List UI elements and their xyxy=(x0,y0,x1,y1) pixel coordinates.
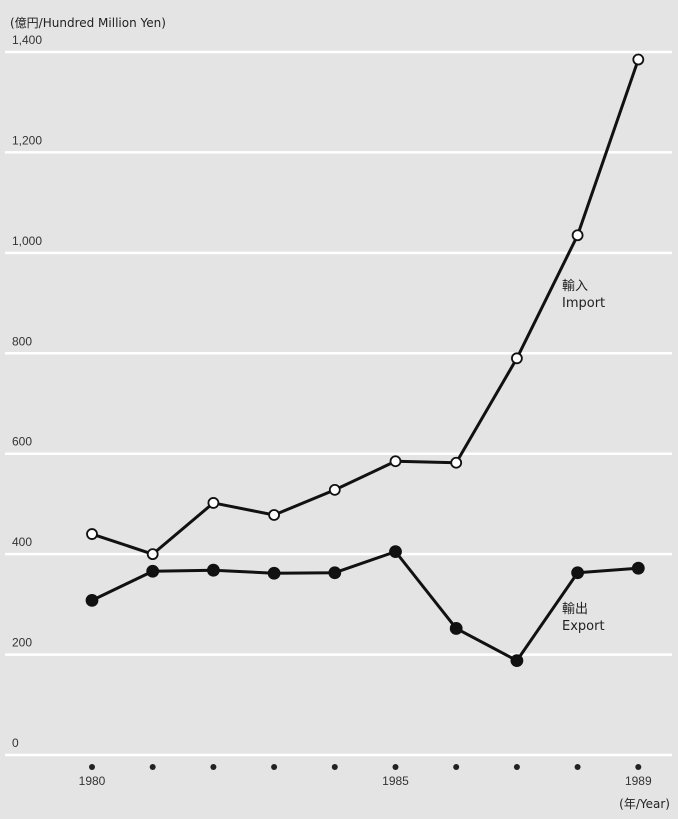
export-point-1983 xyxy=(267,566,281,580)
import-point-1985 xyxy=(389,455,402,468)
y-tick-label-1000: 1,000 xyxy=(12,234,42,248)
export-point-1985 xyxy=(389,545,402,559)
y-tick-label-200: 200 xyxy=(12,636,32,650)
y-axis-unit-label: (億円/Hundred Million Yen) xyxy=(10,16,166,30)
series-lines xyxy=(85,53,645,667)
x-tick-mark-1984 xyxy=(331,764,338,770)
import-point-1989 xyxy=(632,53,645,66)
x-axis-unit-label: (年/Year) xyxy=(619,797,670,811)
export-point-1980 xyxy=(85,593,99,607)
import-point-1980 xyxy=(86,528,98,540)
y-tick-label-1200: 1,200 xyxy=(12,133,42,147)
import-point-1984 xyxy=(328,483,341,496)
x-tick-mark-1989 xyxy=(635,764,642,770)
x-tick-label-1989: 1989 xyxy=(625,774,652,788)
import-point-1982 xyxy=(207,497,220,509)
x-axis-ticks: 1980 1985 1989 xyxy=(79,764,652,788)
y-tick-label-600: 600 xyxy=(12,435,32,449)
export-point-1981 xyxy=(146,564,160,578)
y-tick-label-1400: 1,400 xyxy=(12,33,42,47)
y-tick-label-400: 400 xyxy=(12,535,32,549)
y-tick-label-800: 800 xyxy=(12,334,32,348)
x-tick-mark-1985 xyxy=(392,764,399,770)
x-tick-mark-1980 xyxy=(89,764,95,770)
import-point-1986 xyxy=(450,456,463,469)
y-axis-ticks: 0 200 400 600 800 1,000 1,200 1,400 xyxy=(12,33,42,750)
x-tick-mark-1987 xyxy=(513,764,520,770)
export-point-1984 xyxy=(328,566,342,580)
x-tick-label-1980: 1980 xyxy=(79,774,106,788)
x-tick-mark-1982 xyxy=(210,764,217,770)
import-point-1981 xyxy=(146,548,159,561)
x-tick-mark-1986 xyxy=(453,764,460,770)
export-point-1986 xyxy=(449,622,463,635)
import-point-1983 xyxy=(268,509,281,521)
export-point-1989 xyxy=(631,561,645,575)
export-point-1987 xyxy=(510,654,524,667)
x-tick-mark-1988 xyxy=(574,764,581,770)
grid-lines xyxy=(5,50,672,757)
import-point-1988 xyxy=(571,229,584,242)
import-series-label: Import xyxy=(562,296,605,311)
import-series-line xyxy=(91,59,640,556)
export-series-label-jp: 輸出 xyxy=(562,602,588,617)
export-point-1982 xyxy=(206,563,220,577)
x-tick-mark-1983 xyxy=(271,764,278,770)
import-series-label-jp: 輸入 xyxy=(562,279,588,294)
import-point-1987 xyxy=(511,352,523,365)
x-tick-mark-1981 xyxy=(149,764,156,770)
x-tick-label-1985: 1985 xyxy=(382,774,409,788)
export-point-1988 xyxy=(571,566,584,580)
export-series-line xyxy=(91,550,639,663)
y-tick-label-0: 0 xyxy=(12,736,19,750)
export-series-label: Export xyxy=(562,619,605,634)
